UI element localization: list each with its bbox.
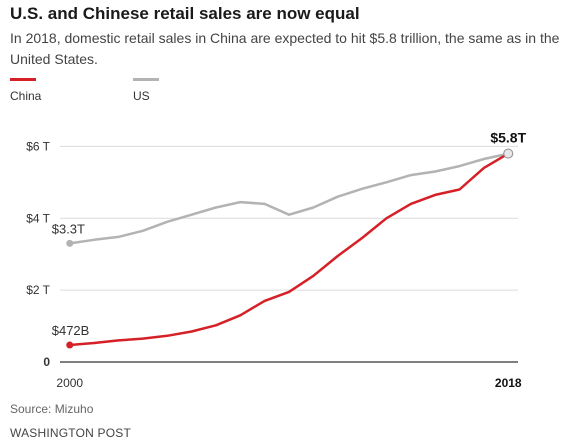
end-marker [503, 148, 514, 159]
legend-label-china: China [10, 89, 42, 103]
publisher-credit: WASHINGTON POST [10, 426, 132, 440]
y-tick-label: $6 T [26, 139, 50, 153]
legend-item-us: US [133, 78, 159, 103]
china-start-marker [66, 341, 74, 349]
y-tick-label: $2 T [26, 283, 50, 297]
china-start-label: $472B [52, 323, 90, 338]
series-line-china [68, 152, 510, 347]
x-tick-label: 2000 [56, 376, 83, 390]
y-tick-label: $4 T [26, 211, 50, 225]
us-start-marker [66, 239, 74, 247]
chart-title: U.S. and Chinese retail sales are now eq… [10, 4, 360, 23]
chart-subtitle: In 2018, domestic retail sales in China … [10, 30, 560, 67]
us-start-label: $3.3T [52, 221, 85, 236]
y-tick-label: 0 [43, 355, 50, 369]
series-line-us [68, 152, 510, 245]
legend-swatch-china [10, 78, 36, 81]
end-value-label: $5.8T [490, 130, 526, 146]
source-note: Source: Mizuho [10, 402, 94, 416]
legend-item-china: China [10, 78, 41, 103]
legend-swatch-us [133, 78, 159, 81]
legend-label-us: US [133, 89, 150, 103]
x-tick-label: 2018 [495, 376, 522, 390]
